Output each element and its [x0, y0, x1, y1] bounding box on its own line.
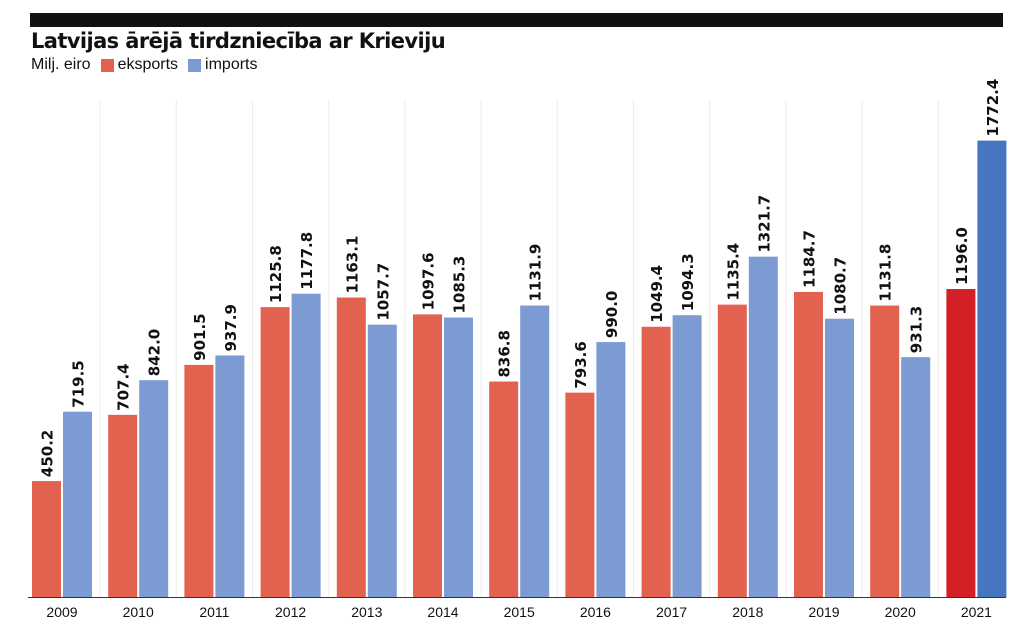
legend-label-imports: imports — [205, 56, 258, 73]
data-label-imports-2021: 1772.4 — [984, 79, 1002, 137]
bar-eksports-2020 — [870, 305, 900, 597]
x-tick-label-2015: 2015 — [504, 604, 535, 620]
unit-label: Milj. eiro — [31, 56, 91, 73]
chart-title: Latvijas ārējā tirdzniecība ar Krieviju — [31, 29, 446, 53]
bar-imports-2017 — [672, 315, 702, 597]
x-tick-label-2014: 2014 — [427, 604, 458, 620]
bar-eksports-2019 — [794, 291, 823, 597]
bar-eksports-2010 — [108, 414, 138, 597]
bar-eksports-2009 — [32, 481, 61, 597]
data-label-eksports-2018: 1135.4 — [724, 243, 742, 301]
data-label-eksports-2019: 1184.7 — [801, 230, 819, 288]
x-tick-label-2021: 2021 — [961, 604, 992, 620]
data-label-imports-2009: 719.5 — [70, 360, 88, 407]
header-rule — [30, 13, 1003, 27]
legend-item-eksports: eksports — [100, 56, 179, 74]
data-label-eksports-2017: 1049.4 — [648, 265, 666, 323]
data-label-imports-2017: 1094.3 — [679, 253, 697, 311]
x-tick-label-2016: 2016 — [580, 604, 611, 620]
bar-imports-2018 — [748, 256, 778, 597]
bar-imports-2019 — [825, 318, 854, 597]
data-label-imports-2010: 842.0 — [146, 329, 164, 376]
data-label-eksports-2011: 901.5 — [191, 313, 209, 360]
x-tick-label-2018: 2018 — [732, 604, 763, 620]
data-label-eksports-2012: 1125.8 — [267, 245, 285, 303]
x-tick-label-2011: 2011 — [199, 604, 229, 620]
data-label-eksports-2015: 836.8 — [496, 330, 514, 377]
data-label-imports-2014: 1085.3 — [451, 256, 469, 314]
bar-imports-2014 — [444, 317, 473, 597]
x-tick-label-2009: 2009 — [46, 604, 77, 620]
data-label-imports-2012: 1177.8 — [298, 232, 316, 290]
bar-imports-2020 — [901, 357, 931, 597]
x-tick-label-2017: 2017 — [656, 604, 687, 620]
data-label-imports-2020: 931.3 — [908, 306, 926, 353]
data-label-eksports-2021: 1196.0 — [953, 227, 971, 285]
data-label-eksports-2010: 707.4 — [115, 363, 133, 410]
legend: Milj. eiro eksports imports — [31, 56, 267, 74]
bar-imports-2009 — [63, 411, 92, 597]
legend-label-eksports: eksports — [117, 56, 179, 73]
bar-eksports-2013 — [336, 297, 366, 597]
data-label-imports-2019: 1080.7 — [832, 257, 850, 315]
bar-imports-2015 — [520, 305, 550, 597]
x-tick-label-2013: 2013 — [351, 604, 382, 620]
bar-eksports-2014 — [413, 314, 442, 597]
bar-eksports-2016 — [565, 392, 595, 597]
legend-swatch-eksports — [100, 58, 114, 72]
bar-eksports-2018 — [717, 304, 747, 597]
x-tick-label-2012: 2012 — [275, 604, 306, 620]
x-tick-label-2010: 2010 — [123, 604, 154, 620]
data-label-eksports-2013: 1163.1 — [343, 236, 361, 294]
bar-eksports-2011 — [184, 364, 214, 597]
legend-swatch-imports — [188, 58, 202, 72]
data-label-eksports-2016: 793.6 — [572, 341, 590, 388]
data-label-eksports-2014: 1097.6 — [420, 252, 438, 310]
bar-eksports-2021 — [946, 289, 976, 597]
bar-eksports-2015 — [489, 381, 519, 597]
bar-imports-2012 — [291, 293, 321, 597]
data-label-imports-2013: 1057.7 — [374, 263, 392, 321]
data-label-eksports-2009: 450.2 — [39, 430, 57, 477]
data-label-imports-2016: 990.0 — [603, 291, 621, 338]
bar-imports-2010 — [139, 380, 169, 597]
x-tick-label-2020: 2020 — [885, 604, 916, 620]
bar-imports-2011 — [215, 355, 245, 597]
legend-item-imports: imports — [188, 56, 257, 74]
bar-imports-2021 — [977, 140, 1007, 597]
data-label-eksports-2020: 1131.8 — [877, 244, 895, 302]
bar-imports-2013 — [367, 324, 397, 597]
data-label-imports-2015: 1131.9 — [527, 244, 545, 302]
bar-eksports-2012 — [260, 307, 290, 597]
x-tick-label-2019: 2019 — [808, 604, 839, 620]
bar-imports-2016 — [596, 342, 626, 597]
data-label-imports-2018: 1321.7 — [755, 195, 773, 253]
bar-eksports-2017 — [641, 326, 671, 597]
data-label-imports-2011: 937.9 — [222, 304, 240, 351]
